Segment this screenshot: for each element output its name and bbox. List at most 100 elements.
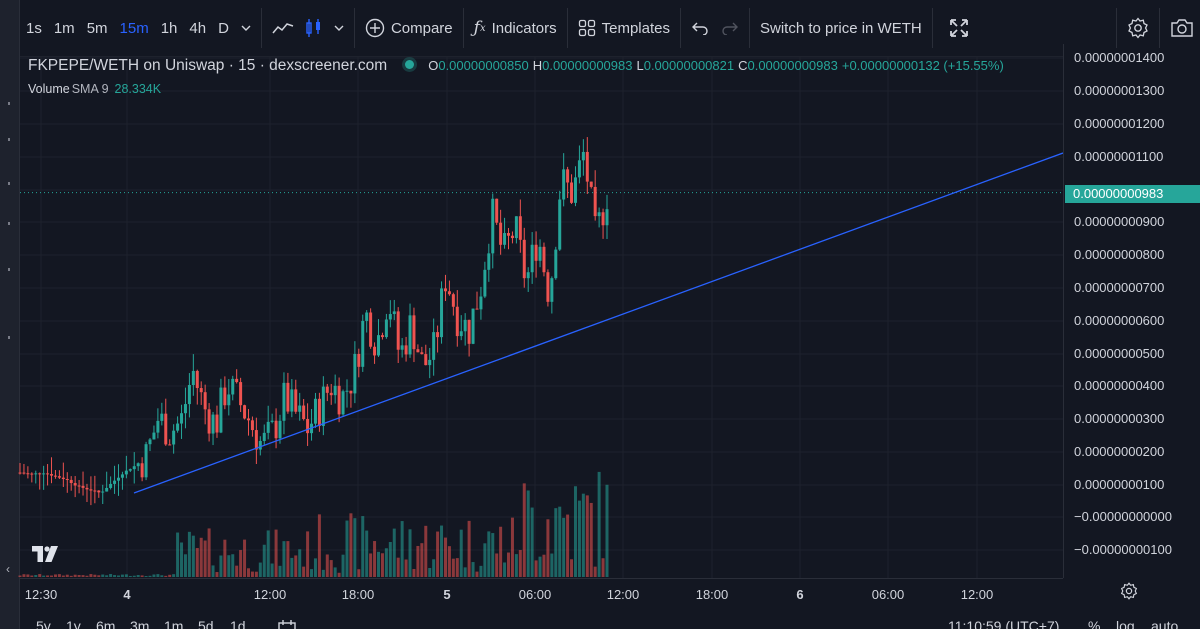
compare-button[interactable]: Compare bbox=[359, 8, 459, 48]
volume-bar bbox=[262, 544, 266, 577]
time-tick-label: 12:00 bbox=[606, 587, 640, 602]
interval-1m[interactable]: 1m bbox=[53, 19, 75, 37]
settings-gear-icon[interactable] bbox=[1121, 8, 1155, 48]
range-6m[interactable]: 6m bbox=[96, 618, 116, 629]
volume-bar bbox=[558, 506, 562, 577]
volume-bar bbox=[50, 575, 54, 577]
candle-body bbox=[471, 308, 475, 344]
range-3m[interactable]: 3m bbox=[130, 618, 150, 629]
candle-body bbox=[487, 253, 491, 270]
open-value: 0.00000000850 bbox=[438, 58, 529, 73]
time-axis[interactable]: 12:30 4 12:00 18:00 5 06:00 12:00 18:00 6 06:00 12… bbox=[20, 578, 1063, 606]
time-tick-label: 6 bbox=[796, 587, 804, 602]
axis-settings-icon[interactable] bbox=[1120, 582, 1138, 600]
volume-bar bbox=[317, 514, 321, 577]
candle-body bbox=[274, 420, 278, 439]
volume-bar bbox=[566, 514, 570, 577]
candle-body bbox=[562, 169, 566, 200]
candle-body bbox=[302, 405, 306, 420]
templates-button[interactable]: Templates bbox=[572, 8, 676, 48]
time-tick-label: 5 bbox=[443, 587, 451, 602]
fullscreen-icon[interactable] bbox=[943, 8, 975, 48]
tradingview-logo-icon bbox=[30, 543, 60, 565]
volume-bar bbox=[187, 531, 191, 577]
interval-1h[interactable]: 1h bbox=[160, 19, 178, 37]
candle-body bbox=[278, 420, 282, 439]
candle-body bbox=[475, 308, 479, 310]
candle-body bbox=[546, 272, 550, 302]
candle-body bbox=[306, 419, 310, 434]
volume-bar bbox=[581, 493, 585, 577]
interval-5m[interactable]: 5m bbox=[86, 19, 108, 37]
volume-bar bbox=[440, 525, 444, 577]
interval-1s[interactable]: 1s bbox=[26, 19, 42, 37]
candle-body bbox=[566, 169, 570, 183]
candles-chart-icon[interactable] bbox=[300, 8, 328, 48]
candle-body bbox=[499, 222, 503, 245]
symbol-title[interactable]: FKPEPE/WETH on Uniswap · 15 · dexscreene… bbox=[28, 57, 388, 74]
candle-body bbox=[105, 487, 109, 492]
volume-bar bbox=[369, 553, 373, 577]
volume-bar bbox=[73, 574, 77, 577]
candle-body bbox=[573, 177, 577, 203]
interval-4h[interactable]: 4h bbox=[189, 19, 207, 37]
price-tick-label: 0.00000001300 bbox=[1074, 83, 1165, 98]
bottom-bar: 5y 1y 6m 3m 1m 5d 1d 11:10:59 (UTC+7)% log auto bbox=[20, 606, 1200, 629]
toolbar-divider bbox=[462, 8, 464, 48]
candle-body bbox=[85, 487, 89, 490]
range-1y[interactable]: 1y bbox=[66, 618, 81, 629]
volume-bar bbox=[148, 575, 152, 577]
range-1d[interactable]: 1d bbox=[230, 618, 246, 629]
interval-D[interactable]: D bbox=[218, 19, 229, 37]
volume-bar bbox=[377, 551, 381, 577]
volume-bar bbox=[254, 571, 258, 577]
volume-label[interactable]: Volume bbox=[28, 82, 70, 96]
interval-dropdown-icon[interactable] bbox=[235, 8, 257, 48]
interval-group: 1s 1m 5m 15m 1h 4h D bbox=[20, 8, 235, 48]
volume-bar bbox=[113, 575, 117, 577]
calendar-icon[interactable] bbox=[278, 620, 296, 629]
time-tick-label: 4 bbox=[123, 587, 131, 602]
candle-body bbox=[451, 294, 455, 307]
collapse-chevron-icon[interactable]: ‹ bbox=[6, 562, 10, 576]
grid-icon bbox=[578, 19, 596, 37]
redo-icon[interactable] bbox=[715, 8, 745, 48]
candle-body bbox=[180, 413, 184, 424]
percent-toggle[interactable]: % bbox=[1088, 618, 1101, 629]
candle-body bbox=[329, 392, 333, 396]
undo-icon[interactable] bbox=[685, 8, 715, 48]
chart-type-dropdown-icon[interactable] bbox=[328, 8, 350, 48]
candle-body bbox=[93, 490, 97, 492]
volume-bar bbox=[420, 543, 424, 577]
candle-body bbox=[349, 390, 353, 394]
volume-bar bbox=[463, 567, 467, 577]
price-axis[interactable]: 0.00000001400 0.00000001300 0.00000001200 0… bbox=[1063, 44, 1200, 578]
range-1m[interactable]: 1m bbox=[164, 618, 184, 629]
candle-body bbox=[30, 473, 34, 475]
candle-body bbox=[503, 233, 507, 245]
range-5y[interactable]: 5y bbox=[36, 618, 51, 629]
camera-icon[interactable] bbox=[1164, 8, 1200, 48]
toolbar-divider bbox=[566, 8, 568, 48]
range-5d[interactable]: 5d bbox=[198, 618, 214, 629]
volume-bar bbox=[321, 569, 325, 577]
volume-bar bbox=[325, 554, 329, 577]
candle-body bbox=[164, 413, 168, 445]
line-chart-icon[interactable] bbox=[266, 8, 300, 48]
price-chart[interactable] bbox=[0, 0, 1063, 578]
volume-bar bbox=[18, 575, 22, 577]
candle-body bbox=[447, 291, 451, 295]
volume-bar bbox=[542, 554, 546, 577]
volume-bar bbox=[93, 574, 97, 577]
candle-body bbox=[101, 491, 105, 493]
switch-price-button[interactable]: Switch to price in WETH bbox=[754, 8, 928, 48]
interval-15m[interactable]: 15m bbox=[119, 19, 149, 37]
volume-bar bbox=[455, 558, 459, 577]
candle-body bbox=[211, 414, 215, 434]
log-toggle[interactable]: log bbox=[1116, 618, 1135, 629]
auto-toggle[interactable]: auto bbox=[1151, 618, 1179, 629]
volume-bar bbox=[329, 560, 333, 577]
